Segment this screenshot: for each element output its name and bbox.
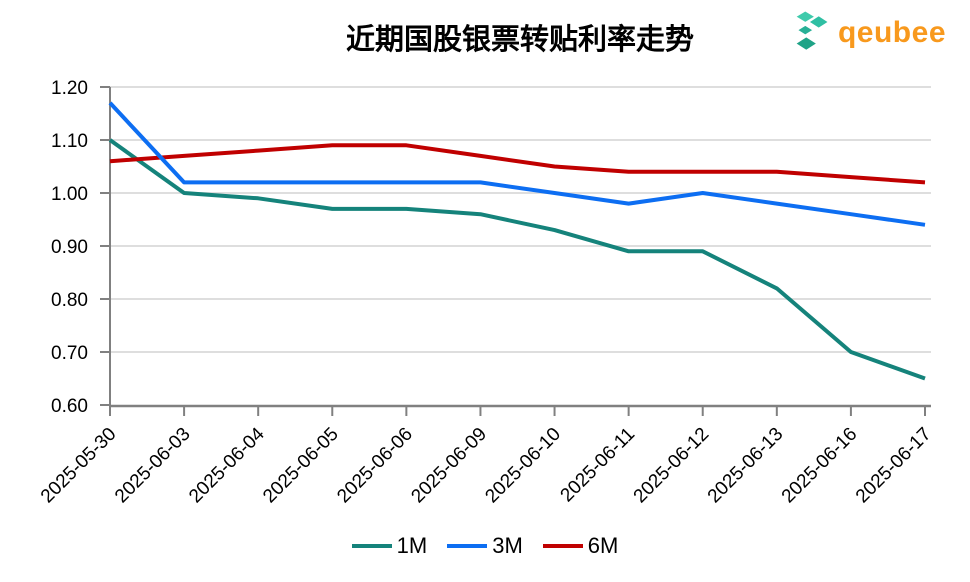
x-tick-label: 2025-06-11 [557, 424, 640, 507]
series-line-1M [108, 138, 926, 381]
line-chart: 1.201.101.000.900.800.700.602025-05-3020… [37, 78, 936, 507]
x-tick-label: 2025-06-09 [407, 424, 491, 508]
y-tick-label: 1.20 [51, 78, 88, 99]
x-tick-label: 2025-06-04 [185, 423, 269, 507]
legend-item-1M: 1M [351, 533, 428, 559]
x-tick-label: 2025-06-16 [778, 424, 862, 508]
x-tick-label: 2025-06-17 [852, 424, 936, 508]
x-tick-label: 2025-06-03 [111, 424, 195, 508]
y-tick-label: 1.00 [51, 184, 88, 205]
x-tick-label: 2025-06-10 [481, 424, 565, 508]
y-gridlines [110, 86, 931, 353]
legend-label: 6M [587, 533, 619, 558]
y-tick-label: 0.70 [51, 343, 88, 364]
y-tick-label: 0.90 [51, 237, 88, 258]
x-tick-label: 2025-06-06 [333, 424, 417, 508]
series-line-3M [108, 101, 926, 227]
tick-marks [100, 86, 926, 416]
chart-title: 近期国股银票转贴利率走势 [345, 24, 694, 56]
legend-item-3M: 3M [447, 533, 523, 559]
qeubee-logo-icon [794, 10, 830, 51]
x-tick-label: 2025-06-13 [704, 424, 788, 508]
legend-label: 3M [492, 533, 523, 558]
brand-name: qeubee [837, 16, 946, 49]
legend-item-6M: 6M [542, 533, 619, 559]
x-tick-label: 2025-06-12 [630, 424, 714, 508]
y-tick-label: 0.60 [51, 396, 88, 417]
x-tick-label: 2025-05-30 [37, 424, 121, 508]
y-axis-labels: 1.20 1.10 1.00 0.90 0.80 0.70 0.60 [51, 78, 88, 417]
brand-logo: qeubee [793, 10, 946, 56]
legend-label: 1M [396, 533, 428, 558]
series-line-6M [109, 143, 926, 185]
legend-swatch-6M [542, 544, 583, 548]
x-axis-labels: 2025-05-302025-06-032025-06-042025-06-05… [37, 423, 936, 507]
x-tick-label: 2025-06-05 [259, 424, 343, 508]
legend-swatch-1M [351, 544, 392, 548]
y-tick-label: 0.80 [51, 290, 88, 311]
legend-swatch-3M [447, 544, 488, 548]
chart-legend: 1M 3M 6M [0, 533, 970, 559]
y-tick-label: 1.10 [51, 131, 88, 152]
